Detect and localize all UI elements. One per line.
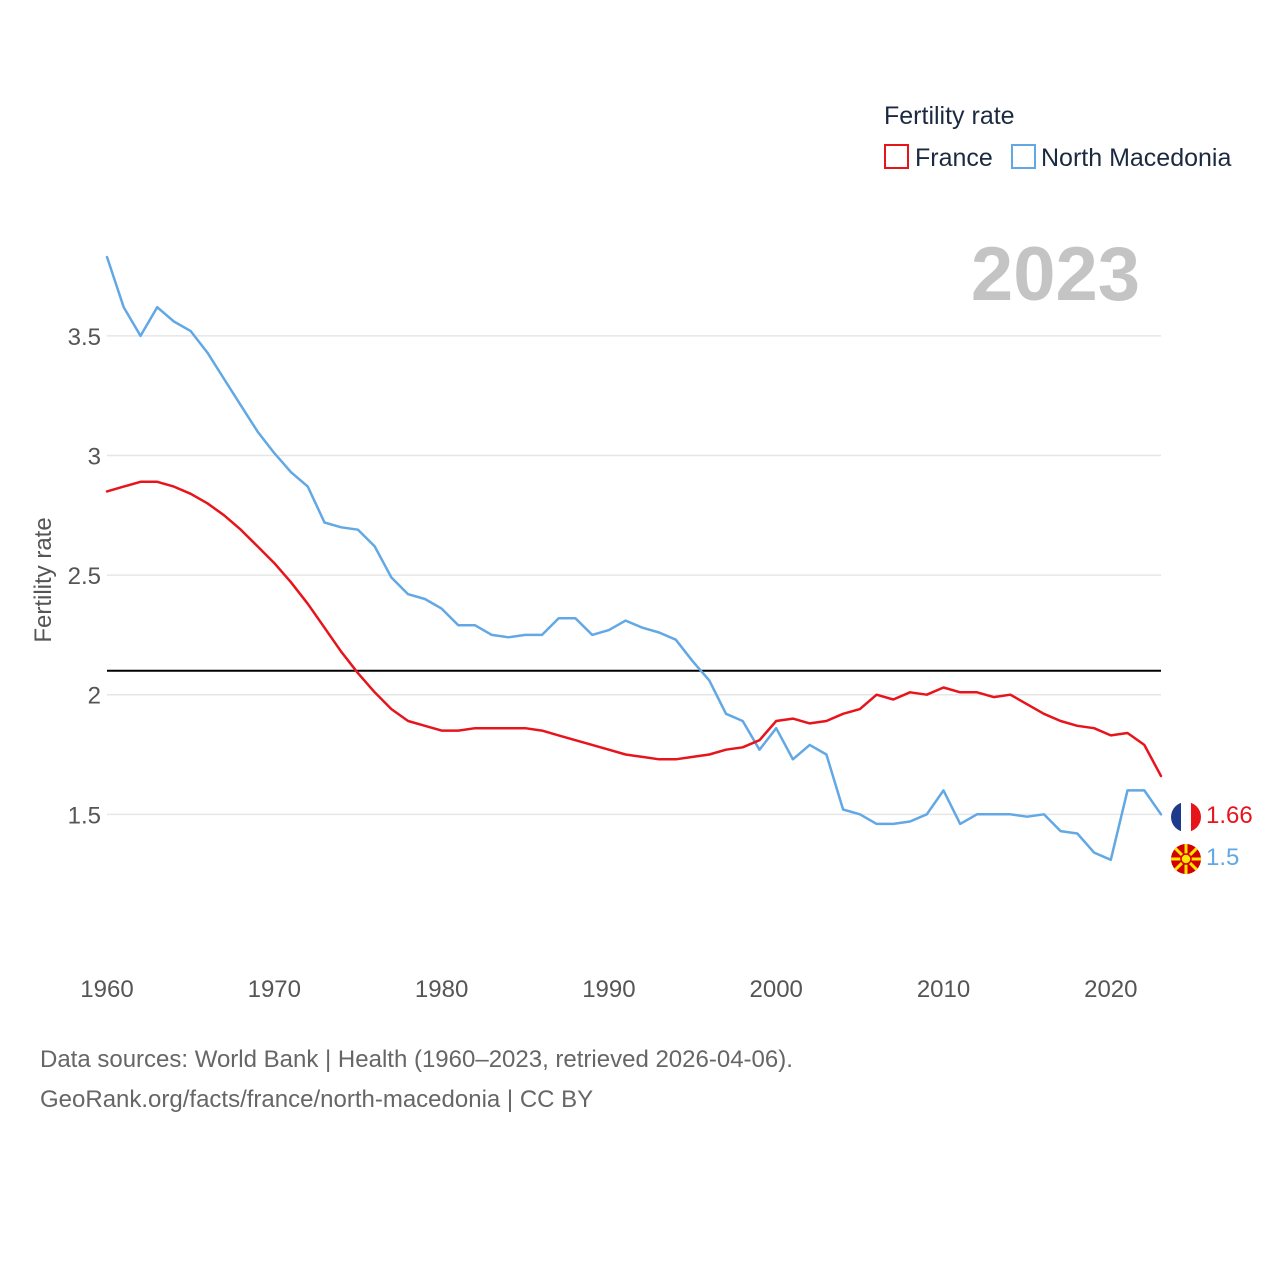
x-tick-label: 2000 <box>750 976 803 1003</box>
legend-label-north-macedonia[interactable]: North Macedonia <box>1041 144 1231 172</box>
footer: Data sources: World Bank | Health (1960–… <box>40 1040 793 1120</box>
x-tick-label: 1990 <box>582 976 635 1003</box>
y-tick-label: 3.5 <box>68 324 101 351</box>
x-tick-label: 1960 <box>80 976 133 1003</box>
x-tick-label: 1970 <box>248 976 301 1003</box>
x-axis-ticks: 1960 1970 1980 1990 2000 2010 2020 <box>80 976 1137 1003</box>
x-tick-label: 1980 <box>415 976 468 1003</box>
legend: Fertility rate France North Macedonia <box>884 102 1231 172</box>
y-tick-label: 2 <box>88 683 101 710</box>
series-line-north-macedonia[interactable] <box>105 255 1163 862</box>
y-axis-title: Fertility rate <box>30 517 57 642</box>
legend-title: Fertility rate <box>884 102 1015 130</box>
gridlines <box>107 335 1161 816</box>
data-source-text: Data sources: World Bank | Health (1960–… <box>40 1046 793 1073</box>
y-tick-label: 1.5 <box>68 802 101 829</box>
legend-label-france[interactable]: France <box>915 144 993 172</box>
legend-swatch-north-macedonia <box>1011 144 1036 169</box>
north-macedonia-flag-icon <box>1171 844 1201 874</box>
legend-swatch-france <box>884 144 909 169</box>
x-tick-label: 2010 <box>917 976 970 1003</box>
attribution-text[interactable]: GeoRank.org/facts/france/north-macedonia… <box>40 1086 594 1113</box>
france-end-value: 1.66 <box>1206 802 1253 829</box>
y-axis-ticks: 1.5 2 2.5 3 3.5 <box>68 324 101 829</box>
series-line-france[interactable] <box>105 480 1163 778</box>
x-tick-label: 2020 <box>1084 976 1137 1003</box>
france-flag-icon <box>1171 802 1201 832</box>
series-lines <box>105 255 1163 862</box>
y-tick-label: 3 <box>88 444 101 471</box>
north-macedonia-end-value: 1.5 <box>1206 844 1239 871</box>
y-tick-label: 2.5 <box>68 563 101 590</box>
current-year-label: 2023 <box>971 232 1140 317</box>
